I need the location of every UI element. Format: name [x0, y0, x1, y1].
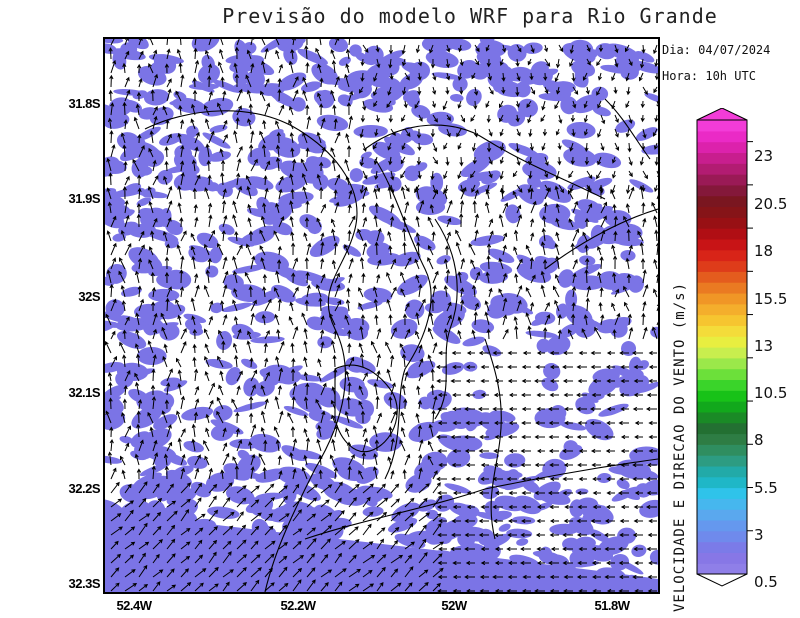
colorbar-segment [697, 217, 747, 229]
colorbar-tick: 10.5 [754, 384, 788, 402]
colorbar-segment [697, 238, 747, 251]
colorbar-min-arrow [696, 573, 748, 587]
colorbar-segment [697, 282, 747, 294]
colorbar-segment [697, 379, 747, 391]
colorbar-segment [697, 552, 747, 564]
coastline [144, 98, 658, 592]
colorbar-segment [697, 563, 747, 575]
colorbar-segment [697, 433, 747, 445]
lon-label-52w: 52W [441, 598, 467, 613]
colorbar-segment [697, 228, 747, 240]
colorbar-segment [697, 465, 747, 478]
colorbar-tick: 13 [754, 337, 774, 355]
wind-map [103, 37, 660, 594]
colorbar-segment [697, 390, 747, 402]
colorbar-segment [697, 271, 747, 283]
lon-label-52-4w: 52.4W [116, 598, 152, 613]
colorbar-tick: 20.5 [754, 195, 788, 213]
colorbar-segment [697, 314, 747, 326]
colorbar-segment [697, 368, 747, 381]
colorbar-segment [697, 325, 747, 337]
lon-label-52-2w: 52.2W [280, 598, 316, 613]
colorbar-segment [697, 519, 747, 532]
colorbar-tick: 3 [754, 526, 764, 544]
colorbar-tick: 23 [754, 147, 774, 165]
colorbar-segment [697, 455, 747, 467]
colorbar-segment [697, 347, 747, 359]
colorbar-segment [697, 184, 747, 197]
colorbar-tick: 0.5 [754, 573, 778, 591]
lat-label-31-9s: 31.9S [68, 191, 101, 206]
colorbar-segment [697, 422, 747, 435]
colorbar [696, 108, 753, 587]
lat-label-32-1s: 32.1S [68, 385, 101, 400]
colorbar-segment [697, 530, 747, 543]
wind-vectors [105, 39, 658, 592]
colorbar-segment [697, 206, 747, 218]
colorbar-tick: 5.5 [754, 479, 778, 497]
colorbar-segment [697, 487, 747, 499]
lat-label-32s: 32S [78, 289, 100, 304]
colorbar-segment [697, 195, 747, 208]
colorbar-segment [697, 249, 747, 262]
colorbar-segment [697, 141, 747, 154]
colorbar-segment [697, 292, 747, 305]
colorbar-segment [697, 476, 747, 489]
lat-label-31-8s: 31.8S [68, 96, 101, 111]
colorbar-segment [697, 401, 747, 413]
colorbar-segment [697, 411, 747, 424]
forecast-hour: Hora: 10h UTC [662, 69, 756, 83]
colorbar-max-arrow [696, 108, 748, 121]
lon-label-51-8w: 51.8W [594, 598, 630, 613]
colorbar-segment [697, 174, 747, 186]
wind-field [105, 39, 658, 592]
colorbar-segment [697, 303, 747, 316]
colorbar-segment [697, 130, 747, 143]
colorbar-segment [697, 509, 747, 521]
colorbar-segment [697, 357, 747, 370]
colorbar-segment [697, 444, 747, 456]
colorbar-title: VELOCIDADE E DIRECAO DO VENTO (m/s) [672, 281, 688, 612]
colorbar-tick: 18 [754, 242, 774, 260]
colorbar-segment [697, 541, 747, 553]
map-title: Previsão do modelo WRF para Rio Grande [222, 4, 718, 28]
colorbar-segment [697, 260, 747, 272]
colorbar-tick: 8 [754, 431, 764, 449]
colorbar-tick: 15.5 [754, 290, 788, 308]
colorbar-segment [697, 336, 747, 348]
forecast-date: Dia: 04/07/2024 [662, 43, 771, 57]
lat-label-32-3s: 32.3S [68, 576, 101, 591]
wind-speed-fill [105, 39, 658, 592]
colorbar-outline [696, 119, 748, 575]
colorbar-segment [697, 152, 747, 164]
colorbar-segment [697, 120, 747, 132]
colorbar-segment [697, 163, 747, 175]
colorbar-segment [697, 498, 747, 510]
lat-label-32-2s: 32.2S [68, 481, 101, 496]
